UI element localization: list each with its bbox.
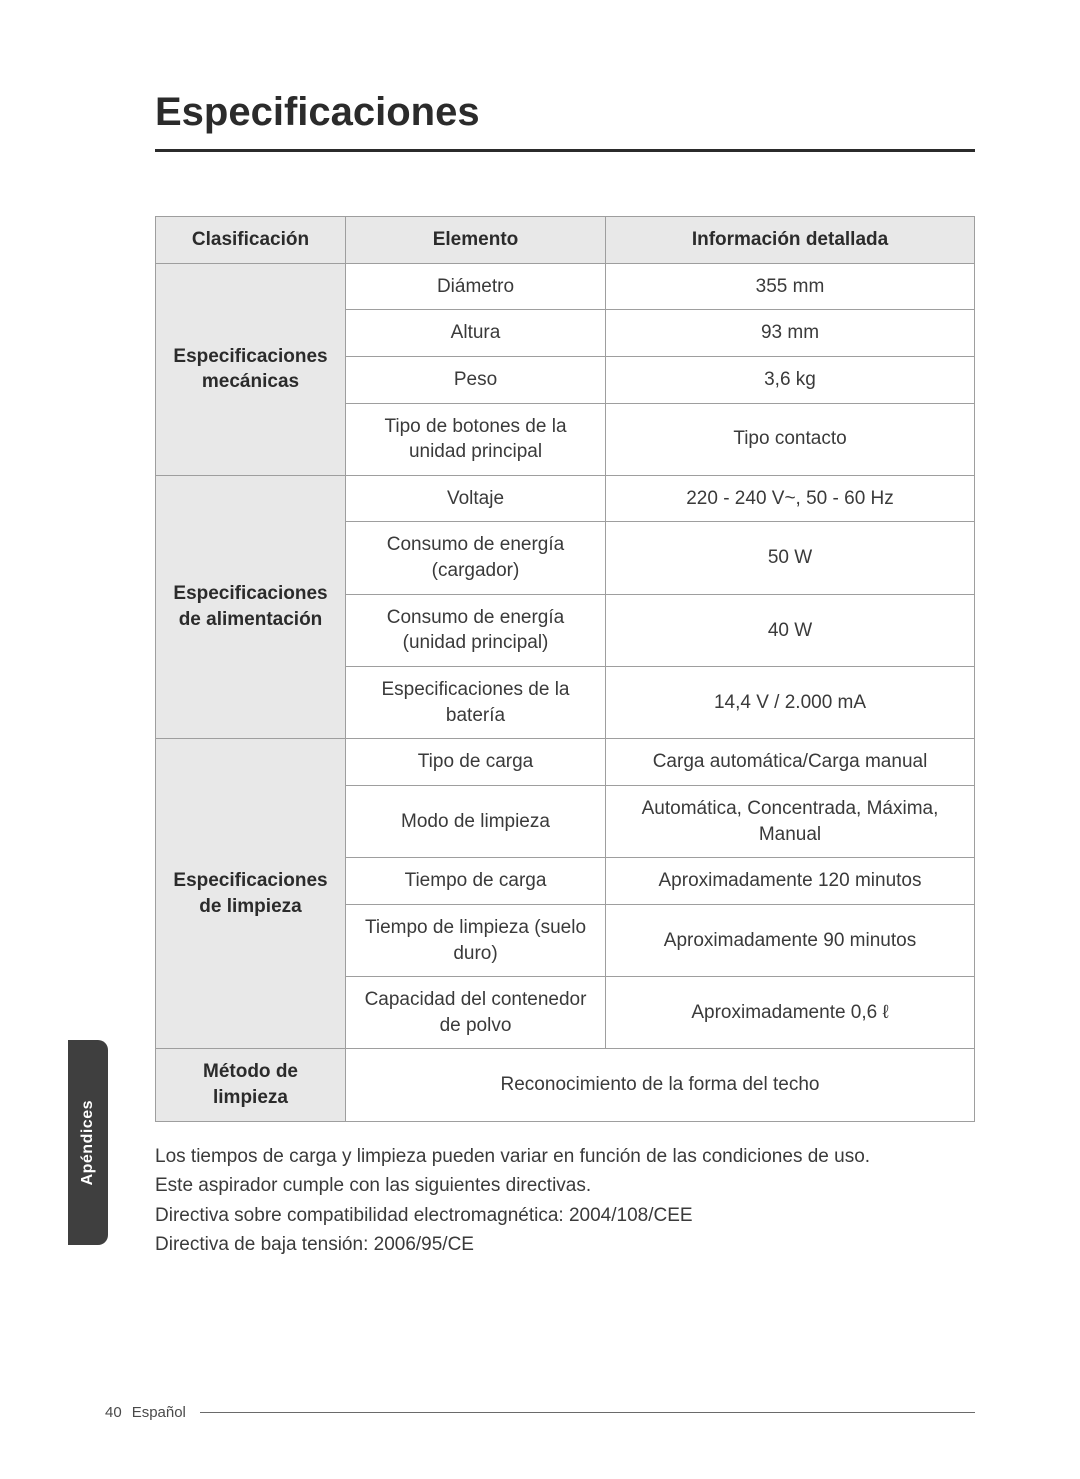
table-row: Método de limpieza Reconocimiento de la … — [156, 1049, 975, 1121]
group-label: Especificaciones mecánicas — [156, 263, 346, 475]
spec-table: Clasificación Elemento Información detal… — [155, 216, 975, 1122]
table-row: Especificaciones mecánicas Diámetro 355 … — [156, 263, 975, 310]
page-title: Especificaciones — [155, 90, 975, 135]
cell-info: 3,6 kg — [606, 356, 975, 403]
group-label: Método de limpieza — [156, 1049, 346, 1121]
cell-item: Consumo de energía (cargador) — [346, 522, 606, 594]
cell-item: Tipo de carga — [346, 739, 606, 786]
group-label: Especificaciones de limpieza — [156, 739, 346, 1049]
page-footer: 40 Español — [105, 1404, 975, 1421]
side-tab: Apéndices — [68, 1040, 108, 1245]
cell-info: 220 - 240 V~, 50 - 60 Hz — [606, 475, 975, 522]
page-root: Especificaciones Clasificación Elemento … — [0, 0, 1080, 1479]
th-detail: Información detallada — [606, 217, 975, 264]
cell-info: Reconocimiento de la forma del techo — [346, 1049, 975, 1121]
cell-item: Diámetro — [346, 263, 606, 310]
cell-info: Aproximadamente 120 minutos — [606, 858, 975, 905]
table-header-row: Clasificación Elemento Información detal… — [156, 217, 975, 264]
cell-item: Especificaciones de la batería — [346, 667, 606, 739]
side-tab-label: Apéndices — [79, 1100, 97, 1185]
cell-info: Aproximadamente 90 minutos — [606, 904, 975, 976]
note-line: Los tiempos de carga y limpieza pueden v… — [155, 1142, 975, 1171]
cell-item: Tiempo de limpieza (suelo duro) — [346, 904, 606, 976]
footer-rule — [200, 1412, 975, 1413]
cell-info: 93 mm — [606, 310, 975, 357]
cell-item: Peso — [346, 356, 606, 403]
notes-block: Los tiempos de carga y limpieza pueden v… — [155, 1142, 975, 1260]
cell-item: Capacidad del contenedor de polvo — [346, 977, 606, 1049]
group-label: Especificaciones de alimentación — [156, 475, 346, 738]
cell-info: Automática, Concentrada, Máxima, Manual — [606, 785, 975, 857]
cell-info: 355 mm — [606, 263, 975, 310]
table-row: Especificaciones de alimentación Voltaje… — [156, 475, 975, 522]
cell-info: 14,4 V / 2.000 mA — [606, 667, 975, 739]
page-number: 40 — [105, 1404, 122, 1421]
cell-info: Tipo contacto — [606, 403, 975, 475]
title-rule — [155, 149, 975, 152]
note-line: Directiva de baja tensión: 2006/95/CE — [155, 1230, 975, 1259]
cell-item: Modo de limpieza — [346, 785, 606, 857]
cell-info: Aproximadamente 0,6 ℓ — [606, 977, 975, 1049]
table-row: Especificaciones de limpieza Tipo de car… — [156, 739, 975, 786]
cell-item: Altura — [346, 310, 606, 357]
page-language: Español — [132, 1404, 186, 1421]
cell-item: Tipo de botones de la unidad principal — [346, 403, 606, 475]
note-line: Directiva sobre compatibilidad electroma… — [155, 1201, 975, 1230]
cell-item: Voltaje — [346, 475, 606, 522]
cell-info: 40 W — [606, 594, 975, 666]
th-element: Elemento — [346, 217, 606, 264]
th-classification: Clasificación — [156, 217, 346, 264]
cell-info: Carga automática/Carga manual — [606, 739, 975, 786]
cell-item: Consumo de energía (unidad principal) — [346, 594, 606, 666]
note-line: Este aspirador cumple con las siguientes… — [155, 1171, 975, 1200]
cell-item: Tiempo de carga — [346, 858, 606, 905]
cell-info: 50 W — [606, 522, 975, 594]
